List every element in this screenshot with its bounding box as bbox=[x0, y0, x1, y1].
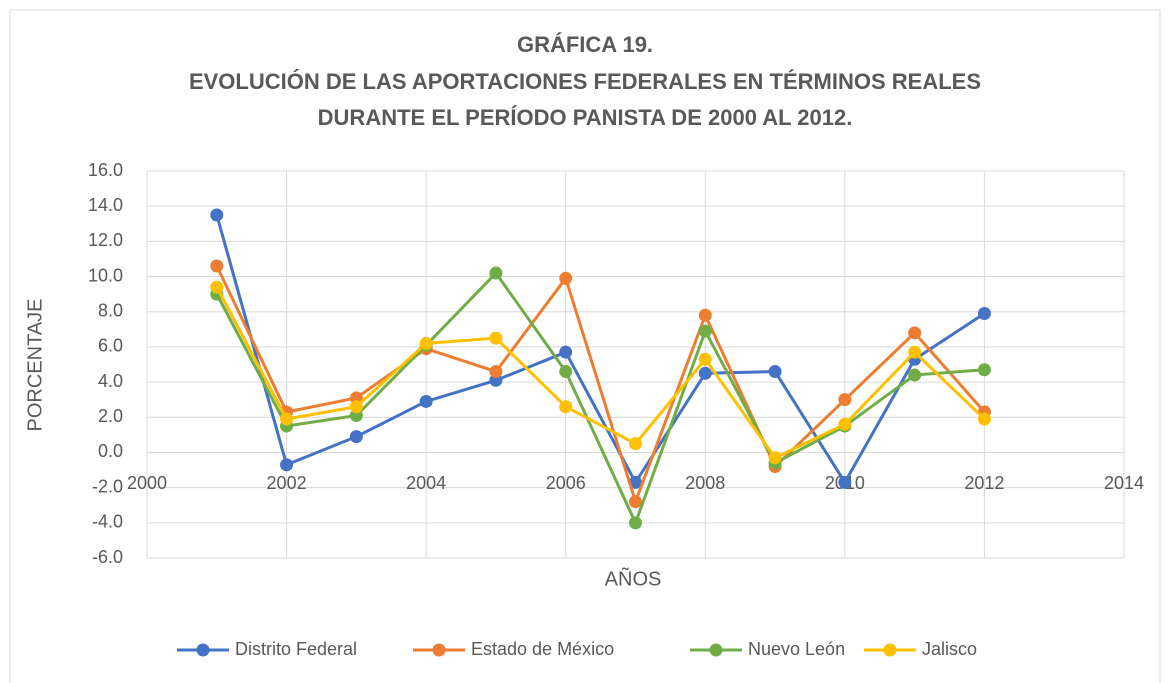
legend-label: Nuevo León bbox=[748, 639, 845, 659]
series-line bbox=[215, 265, 986, 504]
x-axis-label: AÑOS bbox=[605, 566, 662, 590]
x-tick-label: 2002 bbox=[267, 473, 307, 493]
data-point bbox=[489, 331, 503, 345]
y-tick-label: 0.0 bbox=[98, 441, 123, 461]
data-point bbox=[768, 451, 782, 465]
data-point bbox=[977, 306, 991, 320]
y-tick-label: 12.0 bbox=[88, 230, 123, 250]
x-tick-label: 2008 bbox=[685, 473, 725, 493]
data-point bbox=[629, 516, 642, 530]
chart-title: DURANTE EL PERÍODO PANISTA DE 2000 AL 20… bbox=[318, 105, 853, 130]
y-tick-label: 4.0 bbox=[98, 371, 123, 391]
y-tick-label: -4.0 bbox=[92, 512, 123, 532]
x-tick-label: 2004 bbox=[406, 473, 446, 493]
data-point bbox=[908, 326, 922, 340]
data-point bbox=[210, 280, 224, 294]
data-point bbox=[210, 208, 224, 222]
data-point bbox=[280, 458, 294, 472]
data-point bbox=[629, 475, 642, 489]
data-point bbox=[698, 308, 712, 322]
data-point bbox=[210, 259, 224, 273]
chart-title: EVOLUCIÓN DE LAS APORTACIONES FEDERALES … bbox=[189, 69, 981, 94]
y-tick-label: 16.0 bbox=[88, 160, 123, 180]
data-point bbox=[419, 336, 433, 350]
data-point bbox=[489, 266, 503, 280]
x-tick-label: 2000 bbox=[127, 473, 167, 493]
data-point bbox=[908, 345, 922, 359]
legend-label: Jalisco bbox=[922, 639, 977, 659]
data-point bbox=[419, 394, 433, 408]
series-line bbox=[215, 286, 986, 460]
y-tick-label: -6.0 bbox=[92, 547, 123, 567]
y-tick-label: 10.0 bbox=[88, 265, 123, 285]
data-point bbox=[977, 412, 991, 426]
data-point bbox=[629, 437, 642, 451]
y-tick-label: -2.0 bbox=[92, 476, 123, 496]
data-point bbox=[489, 365, 503, 379]
legend-label: Estado de México bbox=[471, 639, 614, 659]
data-point bbox=[977, 363, 991, 377]
data-point bbox=[559, 400, 573, 414]
legend-marker bbox=[883, 643, 897, 657]
legend-marker bbox=[709, 643, 723, 657]
x-tick-label: 2014 bbox=[1104, 473, 1144, 493]
data-point bbox=[698, 366, 712, 380]
legend-marker bbox=[196, 643, 210, 657]
y-tick-label: 14.0 bbox=[88, 195, 123, 215]
data-point bbox=[629, 495, 642, 509]
y-axis-label: PORCENTAJE bbox=[24, 299, 46, 432]
data-point bbox=[559, 345, 573, 359]
x-tick-label: 2012 bbox=[964, 473, 1004, 493]
chart-title: GRÁFICA 19. bbox=[517, 32, 653, 57]
data-point bbox=[280, 412, 294, 426]
y-tick-label: 2.0 bbox=[98, 406, 123, 426]
data-point bbox=[908, 368, 922, 382]
data-point bbox=[349, 400, 363, 414]
x-tick-label: 2006 bbox=[546, 473, 586, 493]
data-point bbox=[559, 365, 573, 379]
y-tick-label: 6.0 bbox=[98, 336, 123, 356]
legend-marker bbox=[432, 643, 446, 657]
series-line bbox=[215, 271, 985, 525]
data-point bbox=[559, 271, 573, 285]
data-point bbox=[349, 430, 363, 444]
data-point bbox=[768, 365, 782, 379]
data-point bbox=[698, 352, 712, 366]
data-point bbox=[838, 417, 852, 431]
y-tick-label: 8.0 bbox=[98, 300, 123, 320]
legend-label: Distrito Federal bbox=[235, 639, 357, 659]
data-point bbox=[698, 324, 712, 338]
series-line bbox=[215, 214, 986, 484]
data-point bbox=[838, 393, 852, 407]
data-point bbox=[838, 475, 852, 489]
